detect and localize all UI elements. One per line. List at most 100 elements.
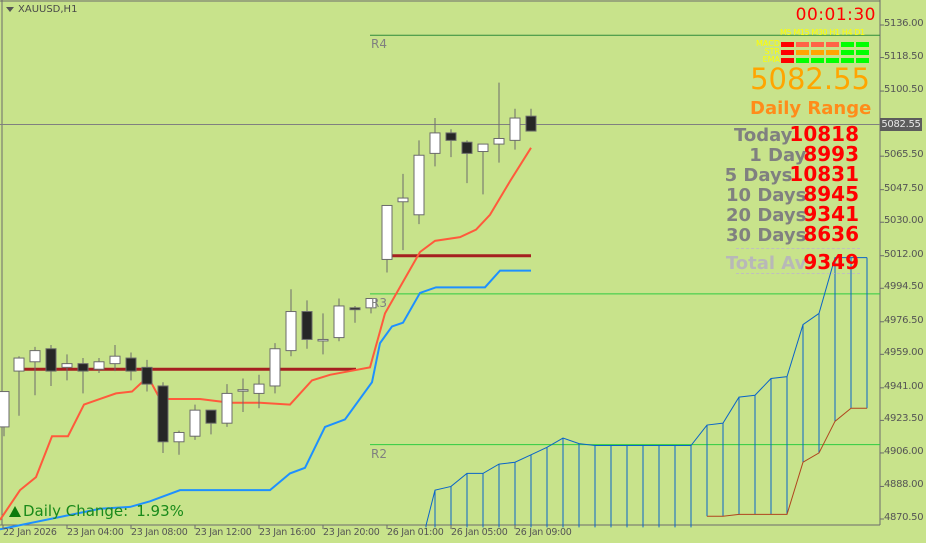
bear-candle <box>125 357 137 372</box>
candle-countdown-timer: 00:01:30 <box>795 5 876 25</box>
current-price-display: 5082.55 <box>750 62 870 96</box>
bull-candle <box>173 431 185 443</box>
range-period-label: 10 Days <box>726 185 807 206</box>
bull-candle <box>493 137 505 145</box>
bull-candle <box>269 348 281 387</box>
range-value: 10831 <box>789 162 859 186</box>
bull-candle <box>333 305 345 339</box>
ma-red-line <box>0 147 532 521</box>
mtf-signal-cell <box>826 58 839 63</box>
mtf-signal-cell <box>781 50 794 55</box>
time-axis-label: 26 Jan 05:00 <box>451 527 508 538</box>
price-axis-label: 4959.00 <box>884 347 924 359</box>
pivot-label-r3: R3 <box>371 295 387 310</box>
daily-range-row: Today10818 <box>734 122 859 146</box>
range-value: 8993 <box>803 142 859 166</box>
bull-candle <box>13 357 25 372</box>
mtf-row-label-macd: MACD <box>756 39 780 48</box>
range-period-label: 20 Days <box>726 205 807 226</box>
pivot-label-r4: R4 <box>371 37 387 52</box>
ma-blue-line <box>0 269 531 531</box>
bull-candle <box>397 197 409 203</box>
time-axis-label: 23 Jan 20:00 <box>323 527 380 538</box>
price-axis-label: 5118.50 <box>884 50 924 62</box>
current-price-tag: 5082.55 <box>880 118 922 131</box>
price-axis-label: 5065.50 <box>884 149 924 161</box>
bear-candle <box>349 307 361 311</box>
time-axis-label: 26 Jan 09:00 <box>515 527 572 538</box>
price-axis-label: 4994.50 <box>884 281 924 293</box>
bear-candle <box>205 409 217 424</box>
mtf-signal-cell <box>796 50 809 55</box>
bull-candle <box>365 298 377 309</box>
mtf-signal-cell <box>856 50 869 55</box>
range-value: 8636 <box>803 222 859 246</box>
mtf-signal-cell <box>781 58 794 63</box>
daily-range-row: 20 Days9341 <box>726 202 859 226</box>
bull-candle <box>93 361 105 370</box>
price-axis-label: 5012.00 <box>884 248 924 260</box>
price-axis-label: 4976.50 <box>884 314 924 326</box>
bull-candle <box>29 350 41 363</box>
mtf-signal-cell <box>856 58 869 63</box>
histogram-top-line <box>425 257 867 526</box>
range-value: 9341 <box>803 202 859 226</box>
bull-candle <box>253 383 265 394</box>
price-axis-label: 4870.50 <box>884 512 924 523</box>
bull-candle <box>221 392 233 424</box>
bear-candle <box>445 132 457 141</box>
daily-change-value: 1.93% <box>136 502 184 520</box>
bear-candle <box>461 141 473 154</box>
price-axis-label: 4906.00 <box>884 445 924 457</box>
price-axis-label: 4941.00 <box>884 380 924 392</box>
bull-candle <box>189 409 201 437</box>
range-divider <box>736 273 860 274</box>
time-axis-label: 23 Jan 16:00 <box>259 527 316 538</box>
mtf-signal-cell <box>826 50 839 55</box>
range-period-label: 1 Day <box>749 145 807 166</box>
chart-title-bar[interactable]: XAUUSD,H1 <box>6 4 77 15</box>
dropdown-triangle-icon[interactable] <box>6 7 14 12</box>
mtf-signal-cell <box>811 42 824 47</box>
pivot-label-r2: R2 <box>371 446 387 461</box>
range-value: 10818 <box>789 122 859 146</box>
bull-candle <box>61 363 73 368</box>
mtf-signal-cell <box>796 58 809 63</box>
price-axis-label: 4888.00 <box>884 479 924 491</box>
price-axis-label: 5047.50 <box>884 182 924 194</box>
daily-range-row: 30 Days8636 <box>726 222 859 246</box>
mtf-signal-cell <box>826 42 839 47</box>
mtf-timeframe-header: M5 M15 M30 H1 H4 D1 <box>780 28 865 37</box>
time-axis-label: 22 Jan 2026 <box>3 527 57 538</box>
mtf-signal-cell <box>841 50 854 55</box>
bull-candle <box>109 355 121 365</box>
time-axis-label: 23 Jan 12:00 <box>195 527 252 538</box>
bull-candle <box>285 311 297 352</box>
mtf-signal-cell <box>811 58 824 63</box>
daily-range-row: 5 Days10831 <box>725 162 859 186</box>
chart-title: XAUUSD,H1 <box>18 4 78 15</box>
bull-candle <box>509 117 521 141</box>
price-axis-label: 5100.50 <box>884 84 924 96</box>
mtf-signal-cell <box>856 42 869 47</box>
range-divider <box>736 248 860 249</box>
daily-change-indicator: Daily Change: 1.93% <box>9 502 184 520</box>
bull-candle <box>381 204 393 260</box>
range-period-label: 30 Days <box>726 225 807 246</box>
range-value: 8945 <box>803 182 859 206</box>
mtf-signal-cell <box>841 42 854 47</box>
range-period-label: 5 Days <box>724 165 793 186</box>
bear-candle <box>525 115 537 132</box>
daily-change-label: Daily Change: <box>23 502 129 520</box>
daily-range-row: 1 Day8993 <box>749 142 859 166</box>
mtf-signal-cell <box>781 42 794 47</box>
price-axis-label: 5030.00 <box>884 215 924 227</box>
bear-candle <box>45 348 57 372</box>
daily-range-row: 10 Days8945 <box>726 182 859 206</box>
range-period-label: Today <box>733 125 793 146</box>
mtf-signal-cell <box>811 50 824 55</box>
bull-candle <box>477 143 489 153</box>
bear-candle <box>141 366 153 385</box>
